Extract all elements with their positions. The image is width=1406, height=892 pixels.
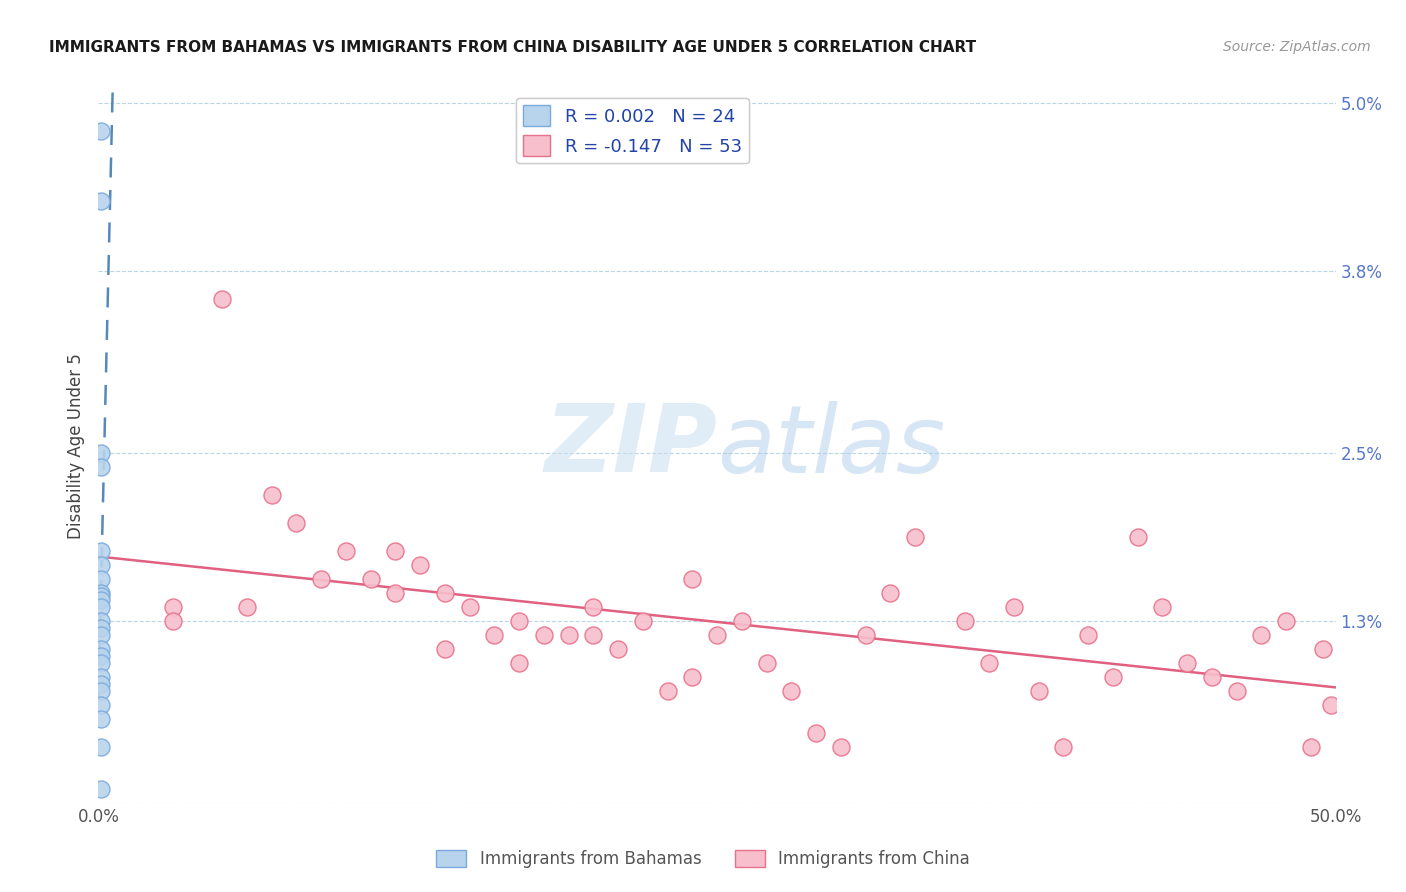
Point (433, 641, 456, 656)
Point (755, 656, 778, 670)
Point (953, 614, 976, 628)
Point (90, 446, 112, 460)
Point (90, 641, 112, 656)
Point (631, 614, 654, 628)
Point (1126, 530, 1149, 544)
Point (90, 124, 112, 138)
Point (1152, 599, 1174, 614)
Point (804, 726, 827, 740)
Point (607, 641, 630, 656)
Point (90, 599, 112, 614)
Point (433, 586, 456, 600)
Point (90, 712, 112, 726)
Point (681, 572, 703, 586)
Point (90, 698, 112, 712)
Point (90, 593, 112, 607)
Point (1312, 641, 1334, 656)
Point (285, 516, 308, 530)
Point (681, 670, 703, 684)
Point (484, 628, 506, 642)
Point (657, 684, 679, 698)
Point (90, 544, 112, 558)
Point (582, 628, 605, 642)
Point (458, 599, 481, 614)
Point (979, 656, 1001, 670)
Point (335, 544, 357, 558)
Point (508, 614, 530, 628)
Point (90, 589, 112, 603)
Point (162, 614, 184, 628)
Point (582, 599, 605, 614)
Point (90, 648, 112, 663)
Point (384, 586, 406, 600)
Point (90, 656, 112, 670)
Point (90, 739, 112, 754)
Point (706, 628, 728, 642)
Legend: R = 0.002   N = 24, R = -0.147   N = 53: R = 0.002 N = 24, R = -0.147 N = 53 (516, 98, 749, 163)
Point (1250, 628, 1272, 642)
Point (904, 530, 927, 544)
Point (409, 558, 432, 572)
Point (1201, 670, 1223, 684)
Point (780, 684, 803, 698)
Point (90, 684, 112, 698)
Point (533, 628, 555, 642)
Point (1226, 684, 1249, 698)
Point (1175, 656, 1198, 670)
Point (90, 677, 112, 691)
Point (1275, 614, 1298, 628)
Text: Source: ZipAtlas.com: Source: ZipAtlas.com (1223, 40, 1371, 54)
Point (90, 586, 112, 600)
Point (1319, 698, 1341, 712)
Point (90, 558, 112, 572)
Point (162, 599, 184, 614)
Point (309, 572, 332, 586)
Point (384, 544, 406, 558)
Point (90, 621, 112, 635)
Point (731, 614, 754, 628)
Point (855, 628, 877, 642)
Text: IMMIGRANTS FROM BAHAMAS VS IMMIGRANTS FROM CHINA DISABILITY AGE UNDER 5 CORRELAT: IMMIGRANTS FROM BAHAMAS VS IMMIGRANTS FR… (49, 40, 976, 55)
Point (830, 739, 852, 754)
Point (1077, 628, 1099, 642)
Point (360, 572, 382, 586)
Text: ZIP: ZIP (544, 400, 717, 492)
Point (1299, 739, 1322, 754)
Legend: Immigrants from Bahamas, Immigrants from China: Immigrants from Bahamas, Immigrants from… (430, 843, 976, 875)
Point (90, 628, 112, 642)
Point (90, 572, 112, 586)
Point (211, 292, 233, 306)
Point (1002, 599, 1025, 614)
Point (879, 586, 901, 600)
Point (90, 781, 112, 796)
Point (1102, 670, 1125, 684)
Point (236, 599, 259, 614)
Point (90, 670, 112, 684)
Point (260, 488, 283, 502)
Y-axis label: Disability Age Under 5: Disability Age Under 5 (67, 353, 86, 539)
Text: atlas: atlas (717, 401, 945, 491)
Point (557, 628, 579, 642)
Point (1028, 684, 1050, 698)
Point (90, 460, 112, 475)
Point (508, 656, 530, 670)
Point (90, 194, 112, 208)
Point (90, 614, 112, 628)
Point (1052, 739, 1074, 754)
